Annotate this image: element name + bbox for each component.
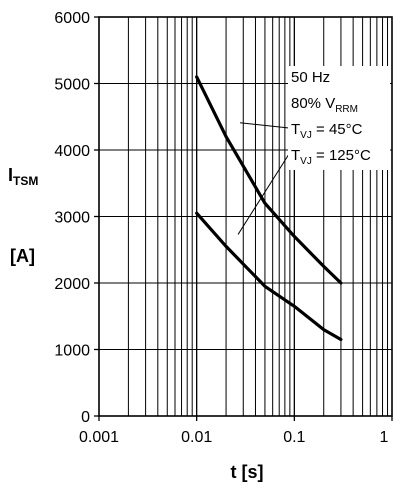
y-tick-label: 3000 xyxy=(54,210,90,227)
legend-frequency: 50 Hz xyxy=(291,69,330,86)
series-line-tvj125 xyxy=(195,211,343,342)
y-axis-label-sub: TSM xyxy=(13,174,38,188)
y-tick-label: 2000 xyxy=(54,276,90,293)
legend-voltage-sub: RRM xyxy=(335,104,358,115)
legend-tvj125-main: T xyxy=(291,147,300,164)
y-tick-label: 4000 xyxy=(54,143,90,160)
y-tick-labels: 0 1000 2000 3000 4000 5000 6000 xyxy=(54,10,99,426)
y-tick-label: 0 xyxy=(81,409,90,426)
x-axis-label: t [s] xyxy=(231,462,264,482)
legend-tvj125: TVJ = 125°C xyxy=(291,147,371,167)
grid xyxy=(99,16,392,417)
y-axis-label-main: I xyxy=(8,165,13,185)
legend-tvj45-sub: VJ xyxy=(300,130,312,141)
series-line-tvj45 xyxy=(195,75,343,285)
series-lines xyxy=(195,75,343,342)
legend-tvj45: TVJ = 45°C xyxy=(291,121,363,141)
leader-lines xyxy=(237,122,290,235)
x-tick-label: 0.01 xyxy=(181,429,212,446)
y-tick-label: 5000 xyxy=(54,77,90,94)
legend-tvj125-value: = 125°C xyxy=(312,147,371,164)
x-tick-labels: 0.001 0.01 0.1 1 xyxy=(79,416,393,446)
legend-tvj45-main: T xyxy=(291,121,300,138)
legend-background xyxy=(288,66,390,170)
x-tick-label: 1 xyxy=(380,429,389,446)
legend-tvj45-value: = 45°C xyxy=(312,121,363,138)
y-tick-label: 6000 xyxy=(54,10,90,27)
y-tick-label: 1000 xyxy=(54,343,90,360)
legend-voltage: 80% VRRM xyxy=(291,95,358,115)
x-tick-label: 0.001 xyxy=(79,429,119,446)
legend: 50 Hz 80% VRRM TVJ = 45°C TVJ = 125°C xyxy=(291,69,371,167)
y-axis-label: ITSM xyxy=(8,165,38,188)
legend-voltage-main: 80% V xyxy=(291,95,335,112)
x-tick-label: 0.1 xyxy=(283,429,305,446)
leader-line-tvj125 xyxy=(237,153,290,235)
legend-tvj125-sub: VJ xyxy=(300,156,312,167)
y-axis-unit: [A] xyxy=(10,246,35,266)
leader-line-tvj45 xyxy=(240,122,290,129)
